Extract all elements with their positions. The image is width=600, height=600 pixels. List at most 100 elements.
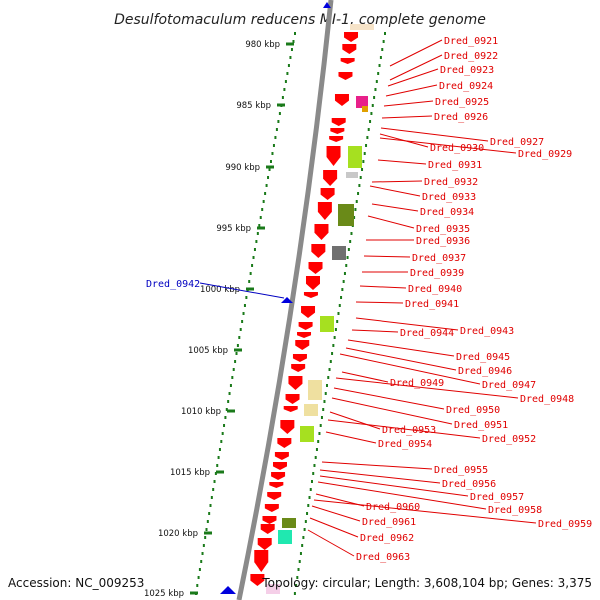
left-ring-dot (235, 352, 238, 355)
left-ring-dot (271, 152, 274, 155)
left-ring-dot (251, 264, 254, 267)
tick-mark (266, 165, 274, 169)
cds-arrow (262, 516, 277, 524)
right-ring-dot (350, 232, 353, 235)
left-ring-dot (236, 344, 239, 347)
right-ring-dot (337, 312, 340, 315)
right-ring-dot (324, 392, 327, 395)
right-ring-dot (304, 520, 307, 523)
cds-arrow (297, 332, 312, 338)
cds-arrow (260, 524, 275, 534)
cds-arrow (277, 438, 292, 448)
gene-label: Dred_0939 (410, 268, 464, 279)
cds-arrow (271, 472, 286, 480)
right-ring-dot (347, 248, 350, 251)
gene-label: Dred_0961 (362, 517, 416, 528)
leader-line (371, 203, 419, 212)
cds-arrow (269, 482, 284, 488)
left-dotted-ring (194, 32, 296, 595)
left-ring-dot (200, 560, 203, 563)
cds-arrow (254, 550, 269, 572)
cds-arrow (280, 420, 295, 434)
leader-line (385, 84, 438, 97)
left-ring-dot (232, 368, 235, 371)
left-ring-dot (220, 440, 223, 443)
leader-line (311, 505, 361, 522)
feature-block (332, 246, 346, 260)
right-ring-dot (373, 96, 376, 99)
tick-mark (257, 226, 265, 230)
gene-labels: Dred_0921 Dred_0922 Dred_0923 Dred_0924 Dred… (146, 36, 592, 563)
gene-label: Dred_0953 (382, 425, 436, 436)
leader-line (363, 255, 411, 258)
cds-arrow (329, 136, 344, 142)
right-ring-dot (369, 120, 372, 123)
right-ring-dot (361, 168, 364, 171)
right-ring-dot (349, 240, 352, 243)
left-ring-dot (202, 544, 205, 547)
gene-label: Dred_0934 (420, 207, 474, 218)
leader-line (351, 329, 399, 333)
tick-mark (204, 531, 212, 535)
tick-label: 985 kbp (236, 101, 271, 111)
left-ring-dot (274, 136, 277, 139)
leader-line (329, 411, 381, 430)
cds-arrow (274, 452, 289, 460)
left-ring-dot (249, 272, 252, 275)
left-ring-dot (289, 56, 292, 59)
cds-arrow (308, 262, 323, 274)
right-ring-dot (313, 464, 316, 467)
leader-line (331, 397, 453, 425)
gene-label: Dred_0932 (424, 177, 478, 188)
blue-marker-mid (281, 297, 293, 303)
right-ring-dot (343, 272, 346, 275)
left-ring-dot (259, 216, 262, 219)
tick-label: 1020 kbp (158, 529, 198, 539)
left-ring-dot (242, 312, 245, 315)
tick-mark (190, 591, 198, 595)
tick-label: 1015 kbp (170, 468, 210, 478)
tick-mark (277, 103, 285, 107)
left-ring-dot (267, 176, 270, 179)
leader-line (369, 185, 421, 197)
right-ring-dot (338, 304, 341, 307)
left-ring-dot (234, 360, 237, 363)
leader-line (319, 469, 441, 484)
leader-line (381, 115, 433, 119)
right-ring-dot (306, 512, 309, 515)
cds-arrow (295, 340, 310, 350)
gene-label: Dred_0935 (416, 224, 470, 235)
accession-label: Accession: NC_009253 (8, 576, 145, 590)
tick-mark (286, 42, 294, 46)
left-ring-dot (269, 160, 272, 163)
leader-line (309, 517, 359, 538)
right-ring-dot (346, 256, 349, 259)
left-ring-dot (212, 488, 215, 491)
cds-arrow (323, 170, 338, 186)
feature-block (356, 96, 368, 108)
gene-label: Dred_0951 (454, 420, 508, 431)
gene-label: Dred_0922 (444, 51, 498, 62)
left-ring-dot (294, 32, 296, 35)
gene-label: Dred_0959 (538, 519, 592, 530)
leader-line (335, 377, 519, 399)
right-ring-dot (314, 456, 317, 459)
cds-arrow (330, 128, 345, 134)
cds-arrow (292, 354, 307, 362)
left-ring-dot (205, 528, 208, 531)
gene-label: Dred_0941 (405, 299, 459, 310)
left-ring-dot (248, 280, 251, 283)
gene-label: Dred_0927 (490, 137, 544, 148)
right-ring-dot (379, 56, 382, 59)
cds-arrow (331, 118, 346, 126)
right-ring-dot (366, 136, 369, 139)
right-ring-dot (317, 440, 320, 443)
left-ring-dot (281, 96, 284, 99)
right-ring-dot (365, 144, 368, 147)
left-ring-dot (286, 72, 289, 75)
right-ring-dot (320, 416, 323, 419)
gene-label: Dred_0931 (428, 160, 482, 171)
cds-features (250, 32, 359, 586)
cds-arrow (334, 94, 349, 106)
gene-label: Dred_0940 (408, 284, 462, 295)
